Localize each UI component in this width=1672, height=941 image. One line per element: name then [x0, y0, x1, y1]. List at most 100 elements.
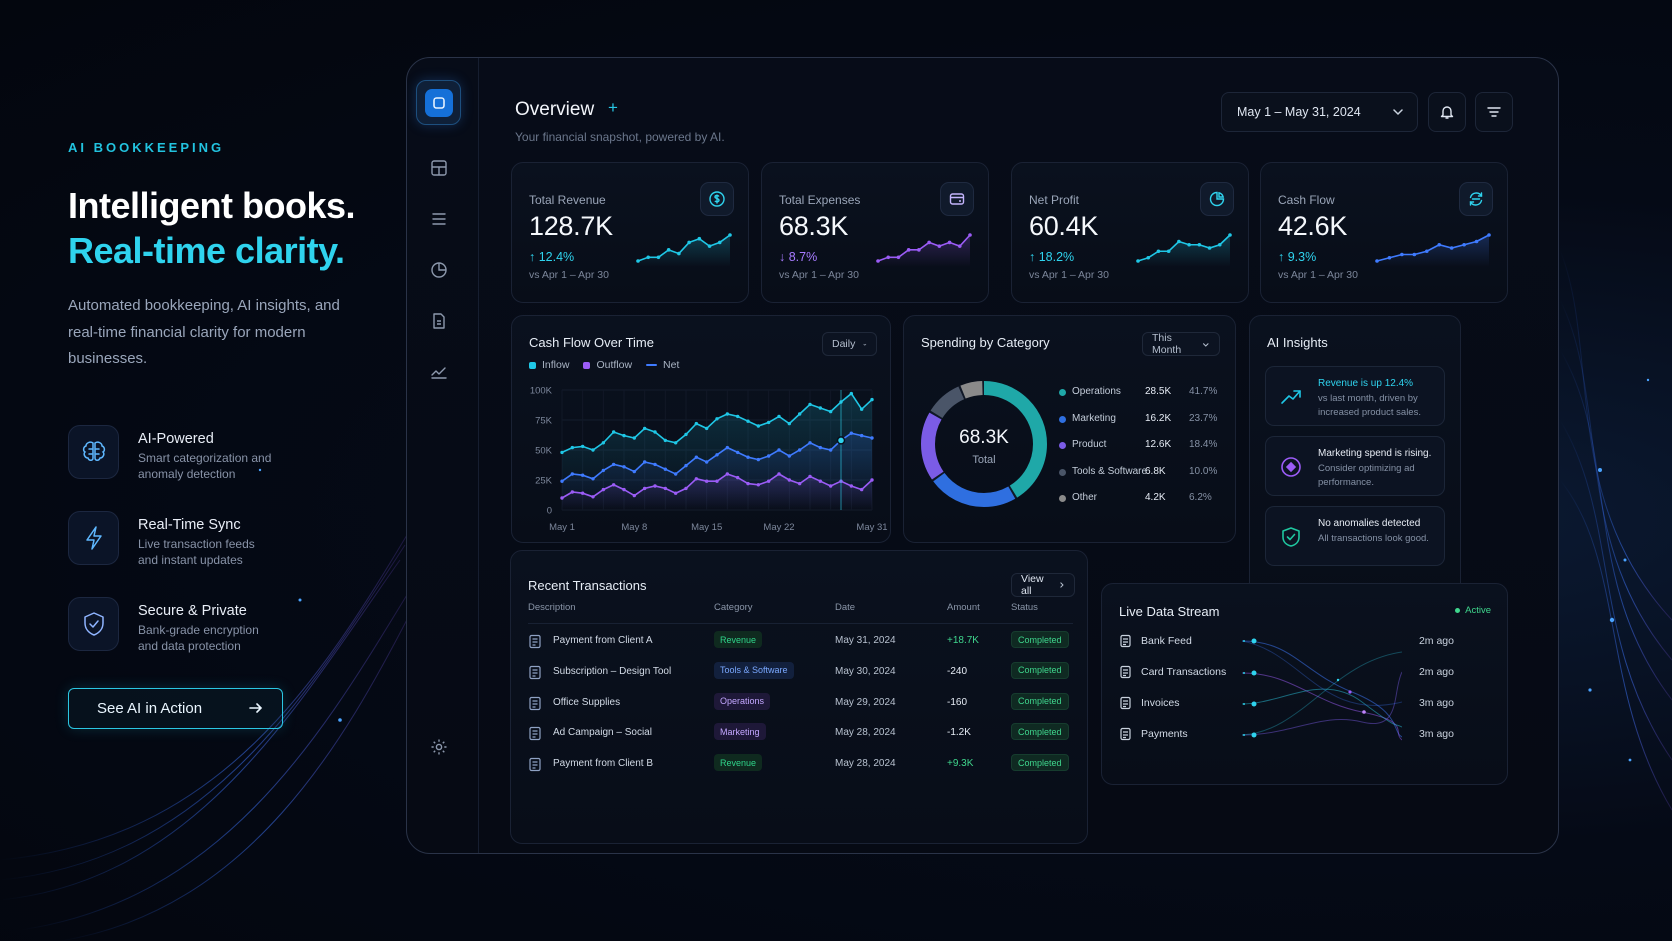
- series-point: [632, 493, 637, 498]
- stream-row[interactable]: Card Transactions 2m ago: [1119, 663, 1454, 683]
- series-point: [570, 445, 575, 450]
- arrow-right-icon: [249, 703, 263, 713]
- insight-text: Consider optimizing ad performance.: [1318, 463, 1415, 488]
- table-row[interactable]: Subscription – Design Tool Tools & Softwa…: [511, 658, 1089, 688]
- donut-slice[interactable]: [921, 381, 1047, 507]
- sidebar-item-home[interactable]: [416, 80, 461, 125]
- kpi-card-total-expenses[interactable]: Total Expenses 68.3K ↓ 8.7% vs Apr 1 – A…: [761, 162, 989, 303]
- hero-section: AI BOOKKEEPING Intelligent books. Real-t…: [68, 140, 398, 729]
- category-amount: 16.2K: [1145, 412, 1172, 424]
- view-all-button[interactable]: View all: [1011, 573, 1075, 597]
- kpi-card-total-revenue[interactable]: Total Revenue 128.7K ↑ 12.4% vs Apr 1 – …: [511, 162, 749, 303]
- chevron-down-icon: [1203, 342, 1210, 347]
- feature-title: Real-Time Sync: [138, 517, 241, 533]
- series-point: [560, 479, 564, 483]
- transaction-date: May 29, 2024: [835, 696, 896, 708]
- insight-item[interactable]: Revenue is up 12.4% vs last month, drive…: [1265, 366, 1445, 426]
- sidebar-item-documents[interactable]: [416, 298, 461, 343]
- series-point: [797, 448, 802, 452]
- stream-document-icon: [1119, 634, 1132, 651]
- bell-icon: [1440, 106, 1454, 119]
- series-point: [777, 414, 781, 419]
- series-point: [756, 457, 761, 462]
- wallet-card-icon: [940, 182, 974, 216]
- series-point: [684, 463, 688, 468]
- filter-icon: [1487, 107, 1501, 117]
- hero-eyebrow: AI BOOKKEEPING: [68, 140, 225, 155]
- series-point: [663, 438, 668, 443]
- category-badge: Revenue: [714, 631, 763, 648]
- sidebar-item-analytics[interactable]: [416, 349, 461, 394]
- x-tick-label: May 8: [621, 522, 647, 533]
- category-row[interactable]: Operations 28.5K 41.7%: [1059, 383, 1219, 403]
- transaction-date: May 28, 2024: [835, 727, 896, 739]
- insight-title: Marketing spend is rising.: [1318, 448, 1432, 459]
- series-point: [777, 448, 781, 452]
- sparkline-line: [1137, 234, 1231, 262]
- table-row[interactable]: Ad Campaign – Social Marketing May 28, 202…: [511, 719, 1089, 749]
- see-ai-in-action-button[interactable]: See AI in Action: [68, 688, 283, 729]
- series-point: [849, 484, 854, 488]
- ai-insights-title: AI Insights: [1267, 335, 1328, 350]
- x-tick-label: May 15: [691, 522, 722, 533]
- stream-row[interactable]: Payments 3m ago: [1119, 725, 1454, 745]
- cash-flow-card: Cash Flow Over Time Daily Inflow Outflow…: [511, 315, 891, 543]
- cash-flow-title: Cash Flow Over Time: [529, 335, 654, 350]
- status-badge: Completed: [1011, 754, 1069, 772]
- date-range-select[interactable]: May 1 – May 31, 2024: [1221, 92, 1418, 132]
- spending-period-select[interactable]: This Month: [1142, 332, 1220, 356]
- category-row[interactable]: Product 12.6K 18.4%: [1059, 436, 1219, 456]
- category-row[interactable]: Other 4.2K 6.2%: [1059, 489, 1219, 509]
- filter-button[interactable]: [1475, 92, 1513, 132]
- cash-flow-period-select[interactable]: Daily: [822, 332, 877, 356]
- pie-chart-icon: [1200, 182, 1234, 216]
- stream-row[interactable]: Invoices 3m ago: [1119, 694, 1454, 714]
- sparkline-point: [1437, 242, 1442, 247]
- sparkline-point: [1424, 249, 1429, 254]
- table-row[interactable]: Office Supplies Operations May 29, 2024 -16…: [511, 689, 1089, 719]
- column-header: Status: [1011, 602, 1038, 613]
- series-point: [746, 419, 750, 423]
- legend-outflow: Outflow: [583, 359, 632, 371]
- stream-source-name: Payments: [1141, 728, 1188, 740]
- receipt-icon: [528, 726, 543, 741]
- category-amount: 28.5K: [1145, 386, 1172, 397]
- insight-item[interactable]: Marketing spend is rising. Consider opti…: [1265, 436, 1445, 496]
- x-tick-label: May 31: [856, 522, 887, 533]
- category-percent: 41.7%: [1189, 386, 1218, 397]
- insight-item[interactable]: No anomalies detected All transactions l…: [1265, 506, 1445, 566]
- sidebar-item-ledger[interactable]: [416, 196, 461, 241]
- transactions-title: Recent Transactions: [528, 578, 647, 593]
- kpi-card-cash-flow[interactable]: Cash Flow 42.6K ↑ 9.3% vs Apr 1 – Apr 30: [1260, 162, 1508, 303]
- category-name: Tools & Software: [1072, 465, 1148, 477]
- kpi-comparison: vs Apr 1 – Apr 30: [1278, 269, 1358, 281]
- kpi-value: 60.4K: [1029, 211, 1099, 241]
- add-widget-button[interactable]: +: [608, 98, 618, 117]
- series-point: [684, 432, 688, 437]
- status-badge: Completed: [1011, 723, 1069, 741]
- sidebar-item-settings[interactable]: [416, 724, 461, 769]
- sidebar-item-reports[interactable]: [416, 247, 461, 292]
- kpi-card-net-profit[interactable]: Net Profit 60.4K ↑ 18.2% vs Apr 1 – Apr …: [1011, 162, 1249, 303]
- donut-slice[interactable]: [921, 381, 1047, 507]
- trend-line-icon: [430, 366, 447, 379]
- donut-slice[interactable]: [921, 381, 1047, 507]
- category-row[interactable]: Marketing 16.2K 23.7%: [1059, 410, 1219, 430]
- table-row[interactable]: Payment from Client A Revenue May 31, 2024…: [511, 627, 1089, 657]
- feature-ai-powered: AI-Powered Smart categorization and anom…: [68, 425, 278, 482]
- stream-row[interactable]: Bank Feed 2m ago: [1119, 632, 1454, 652]
- sparkline-point: [1207, 246, 1212, 250]
- sparkline-line: [637, 234, 731, 262]
- spending-donut-chart: [921, 381, 1047, 507]
- category-dot: [1059, 468, 1066, 476]
- notifications-button[interactable]: [1428, 92, 1466, 132]
- series-point: [766, 479, 771, 483]
- transaction-amount: +18.7K: [947, 635, 979, 646]
- column-header: Date: [835, 602, 856, 613]
- category-badge: Marketing: [714, 723, 766, 741]
- y-tick-label: 75K: [535, 416, 553, 427]
- sidebar-item-dashboard[interactable]: [416, 145, 461, 190]
- series-point: [694, 477, 699, 481]
- category-row[interactable]: Tools & Software 6.8K 10.0%: [1059, 463, 1219, 483]
- table-row[interactable]: Payment from Client B Revenue May 28, 2024…: [511, 750, 1089, 780]
